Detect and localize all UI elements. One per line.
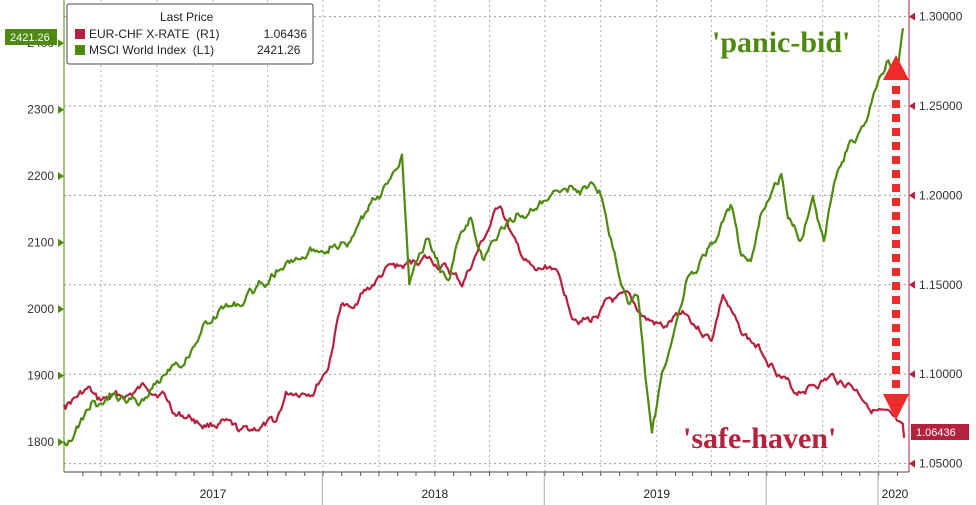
x-year-label-2020: 2020 [882,487,909,501]
left-tick-marker-2200 [58,172,64,181]
x-year-label-2018: 2018 [421,487,448,501]
arrow-dash-9 [892,212,900,220]
annotation-panic-bid: 'panic-bid' [712,26,850,59]
legend-label-msci: MSCI World Index (L1) [89,43,214,57]
arrow-dash-13 [892,268,900,276]
left-tick-label-1900: 1900 [27,369,54,383]
left-tick-label-2100: 2100 [27,236,54,250]
right-tick-label-1.15000: 1.15000 [919,278,963,292]
annotations: 'panic-bid' 'safe-haven' [683,26,909,455]
legend-title: Last Price [160,10,214,24]
arrow-dash-12 [892,254,900,262]
arrow-dash-10 [892,226,900,234]
right-tick-label-1.25000: 1.25000 [919,99,963,113]
last-value-tag-eurchf: 1.06436 [916,427,956,439]
last-value-tag-msci: 2421.26 [10,32,50,44]
arrow-head-up [883,55,909,80]
x-year-label-2017: 2017 [200,487,227,501]
legend-label-eur-chf: EUR-CHF X-RATE (R1) [89,27,219,41]
left-tick-label-2000: 2000 [27,302,54,316]
arrow-dash-7 [892,184,900,192]
right-tick-marker-1.30000 [909,12,915,21]
arrow-dash-4 [892,142,900,150]
legend: Last Price EUR-CHF X-RATE (R1) 1.06436 M… [66,3,314,65]
arrow-dash-18 [892,338,900,346]
right-tick-label-1.10000: 1.10000 [919,367,963,381]
arrow-dash-5 [892,156,900,164]
left-tick-label-1800: 1800 [27,435,54,449]
arrow-dash-20 [892,366,900,374]
arrow-dash-6 [892,170,900,178]
legend-swatch-eur-chf [75,29,85,39]
axes: 18001900200021002200230024001.050001.100… [27,0,963,505]
left-tick-label-2300: 2300 [27,103,54,117]
right-tick-marker-1.15000 [909,280,915,289]
arrow-dash-1 [892,100,900,108]
right-tick-label-1.30000: 1.30000 [919,10,963,24]
right-tick-label-1.20000: 1.20000 [919,188,963,202]
left-tick-marker-1800 [58,438,64,447]
last-value-tag-msci-bg [5,29,57,45]
arrow-dash-0 [892,86,900,94]
left-tick-marker-1900 [58,371,64,380]
arrow-dash-14 [892,282,900,290]
left-tick-marker-2300 [58,105,64,114]
annotation-safe-haven: 'safe-haven' [683,422,836,455]
legend-value-msci: 2421.26 [257,43,301,57]
series-layer [62,28,906,447]
arrow-dash-19 [892,352,900,360]
double-arrow-icon [883,55,909,420]
right-tick-marker-1.10000 [909,370,915,379]
legend-swatch-msci [75,45,85,55]
right-tick-marker-1.05000 [909,459,915,468]
arrow-dash-16 [892,310,900,318]
left-tick-marker-2000 [58,305,64,314]
legend-value-eur-chf: 1.06436 [264,27,308,41]
arrow-dash-15 [892,296,900,304]
arrow-dash-21 [892,380,900,388]
right-tick-label-1.05000: 1.05000 [919,457,963,471]
arrow-dash-11 [892,240,900,248]
arrow-dash-2 [892,114,900,122]
left-tick-marker-2100 [58,238,64,247]
arrow-dash-3 [892,128,900,136]
series-line-msci [63,28,905,447]
x-year-label-2019: 2019 [643,487,670,501]
last-value-tag-eurchf-bg [911,424,969,440]
legend-box [66,3,314,65]
series-line-eur-chf [62,205,906,439]
right-tick-marker-1.25000 [909,102,915,111]
left-tick-label-2200: 2200 [27,169,54,183]
arrow-dash-17 [892,324,900,332]
right-tick-marker-1.20000 [909,191,915,200]
last-value-tags: 2421.26 1.06436 [5,29,969,440]
arrow-dash-8 [892,198,900,206]
arrow-head-down [883,394,909,420]
grid [64,0,909,472]
left-tick-marker-2400 [58,39,64,48]
